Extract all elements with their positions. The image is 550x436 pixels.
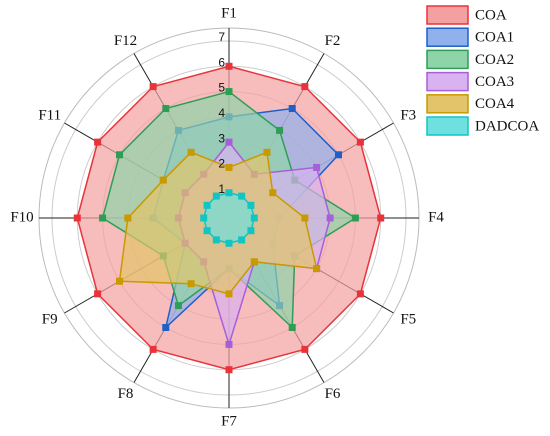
data-point bbox=[238, 192, 246, 200]
legend-swatch bbox=[426, 116, 469, 136]
data-point bbox=[162, 323, 170, 331]
data-point bbox=[203, 201, 211, 209]
legend-label: COA3 bbox=[475, 74, 514, 90]
data-point bbox=[225, 163, 233, 171]
data-point bbox=[301, 214, 309, 222]
data-point bbox=[269, 189, 277, 197]
legend-label: COA4 bbox=[475, 96, 515, 112]
data-point bbox=[225, 189, 233, 197]
data-point bbox=[174, 302, 182, 310]
data-point bbox=[124, 214, 132, 222]
data-point bbox=[212, 236, 220, 244]
data-point bbox=[225, 62, 233, 70]
data-point bbox=[225, 239, 233, 247]
data-point bbox=[212, 192, 220, 200]
data-point bbox=[225, 88, 233, 96]
legend-label: COA2 bbox=[475, 52, 514, 68]
data-point bbox=[225, 138, 233, 146]
data-point bbox=[187, 148, 195, 156]
data-point bbox=[94, 290, 102, 298]
data-point bbox=[250, 214, 258, 222]
data-point bbox=[187, 280, 195, 288]
data-point bbox=[149, 345, 157, 353]
data-point bbox=[116, 151, 124, 159]
axis-label: F8 bbox=[118, 386, 134, 402]
axis-label: F2 bbox=[325, 33, 341, 49]
legend-swatch bbox=[426, 27, 469, 47]
data-point bbox=[247, 201, 255, 209]
legend-swatch bbox=[426, 5, 469, 25]
data-point bbox=[200, 214, 208, 222]
legend-label: DADCOA bbox=[475, 118, 539, 134]
data-point bbox=[334, 151, 342, 159]
y-tick-label: 2 bbox=[218, 157, 225, 171]
data-point bbox=[99, 214, 107, 222]
legend-label: COA bbox=[475, 7, 507, 23]
data-point bbox=[250, 258, 258, 266]
axis-label: F6 bbox=[325, 386, 341, 402]
y-tick-label: 6 bbox=[218, 55, 225, 69]
axis-label: F12 bbox=[114, 33, 137, 49]
legend-swatch bbox=[426, 71, 469, 92]
y-tick-label: 3 bbox=[218, 131, 225, 145]
data-point bbox=[326, 214, 334, 222]
data-point bbox=[263, 148, 271, 156]
data-point bbox=[356, 138, 364, 146]
axis-label: F4 bbox=[428, 209, 444, 225]
legend-swatch bbox=[426, 49, 469, 70]
axis-label: F11 bbox=[38, 107, 61, 123]
legend-box bbox=[422, 2, 548, 138]
y-tick-label: 4 bbox=[218, 106, 225, 120]
data-point bbox=[162, 105, 170, 113]
axis-label: F7 bbox=[221, 413, 237, 429]
data-point bbox=[356, 290, 364, 298]
data-point bbox=[73, 214, 81, 222]
y-tick-label: 5 bbox=[218, 81, 225, 95]
axis-label: F10 bbox=[10, 209, 33, 225]
axis-label: F9 bbox=[42, 311, 58, 327]
data-point bbox=[276, 126, 284, 134]
legend-swatch bbox=[426, 94, 469, 114]
data-point bbox=[313, 163, 321, 171]
series-area bbox=[202, 191, 256, 245]
axis-label: F3 bbox=[400, 107, 416, 123]
data-point bbox=[247, 227, 255, 235]
data-point bbox=[225, 340, 233, 348]
y-tick-label: 7 bbox=[218, 30, 225, 44]
data-point bbox=[225, 290, 233, 298]
data-point bbox=[203, 227, 211, 235]
data-point bbox=[377, 214, 385, 222]
data-point bbox=[159, 176, 167, 184]
data-point bbox=[313, 265, 321, 273]
data-point bbox=[116, 277, 124, 285]
axis-label: F1 bbox=[221, 5, 237, 21]
data-point bbox=[301, 345, 309, 353]
data-point bbox=[351, 214, 359, 222]
data-point bbox=[238, 236, 246, 244]
y-tick-label: 1 bbox=[218, 182, 225, 196]
data-point bbox=[301, 83, 309, 91]
legend-label: COA1 bbox=[475, 30, 514, 46]
axis-label: F5 bbox=[400, 311, 416, 327]
data-point bbox=[149, 83, 157, 91]
data-point bbox=[288, 323, 296, 331]
series bbox=[200, 189, 258, 247]
data-point bbox=[94, 138, 102, 146]
data-point bbox=[225, 366, 233, 374]
data-point bbox=[288, 105, 296, 113]
